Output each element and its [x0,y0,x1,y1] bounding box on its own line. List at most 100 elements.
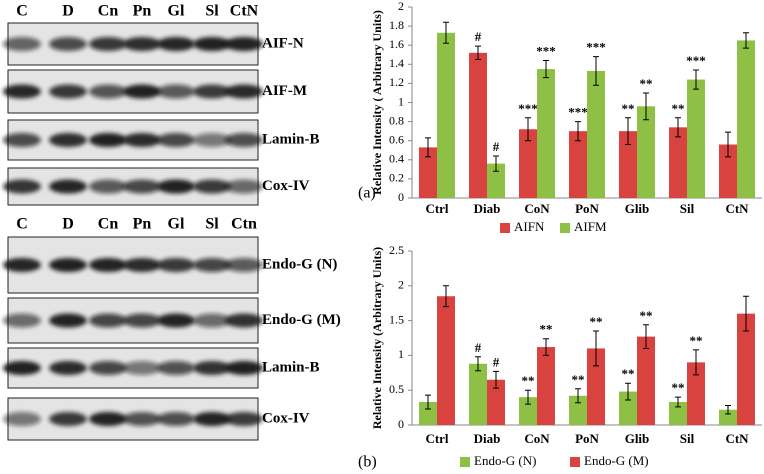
bar [437,296,455,425]
bar [469,52,487,199]
blot-band [193,361,231,375]
blot-band [89,361,127,375]
error-bar [493,155,499,172]
annotation: ** [540,322,553,337]
blot-band [89,84,127,99]
error-bar [543,59,549,79]
x-tick-label: CoN [524,201,550,216]
lane-label: C [16,3,28,20]
x-tick-label: Ctrl [425,201,448,216]
lane-label: Sl [205,3,219,20]
bar [569,131,587,198]
error-bar [675,117,681,138]
annotation: ** [622,101,635,116]
panel-label: (a) [358,185,376,202]
blot-band [123,133,161,147]
error-bar [443,21,449,44]
blot-band [123,37,161,51]
blot-label: Lamin-B [262,131,320,147]
annotation: ** [672,380,685,395]
annotation: ** [640,308,653,323]
blot-band [225,37,263,51]
blot-band [49,412,87,426]
annotation: # [475,29,482,44]
y-tick-label: 1 [398,347,404,361]
blot-label: AIF-M [262,83,307,99]
error-bar [625,117,631,146]
y-tick-label: 2 [398,278,404,292]
error-bar [743,32,749,49]
bar [737,313,755,425]
blot-band [49,133,87,147]
blot-band [225,179,263,194]
bar [619,131,637,198]
annotation: ** [590,314,603,329]
bar [519,397,537,425]
y-tick-label: 0.8 [389,113,404,127]
blot-band [49,361,87,375]
error-bar [443,285,449,308]
x-tick-label: CtN [725,201,749,216]
x-tick-label: Diab [474,431,501,446]
x-tick-label: Glib [625,201,650,216]
blot-band [193,313,231,328]
legend-label: AIFN [514,219,545,234]
blot-band [157,133,195,147]
y-tick-label: 1.8 [389,18,404,32]
annotation: *** [686,53,706,68]
legend-swatch [560,223,570,233]
blot-band [157,313,195,328]
blot-band [3,84,41,99]
bar [719,409,737,425]
bar [687,79,705,198]
annotation: # [493,354,500,369]
legend-label: Endo-G (N) [474,453,536,468]
error-bar [625,382,631,401]
blot-band [89,133,127,147]
y-tick-label: 0 [398,190,404,204]
blot-band [157,258,195,272]
blot-band [49,258,87,272]
blot-band [157,84,195,99]
blot-band [157,361,195,375]
blot-band [3,179,41,194]
lane-label: Ctn [231,216,257,233]
bar [669,127,687,198]
blot-band [123,258,161,272]
blot-band [193,84,231,99]
bar [569,395,587,425]
y-tick-label: 1.2 [389,75,404,89]
blot-label: Cox-IV [262,178,310,194]
legend-swatch [460,457,470,467]
lane-label: D [62,3,74,20]
blot-band [123,412,161,426]
error-bar [675,396,681,408]
annotation: ** [690,333,703,348]
y-tick-label: 0 [398,417,404,431]
annotation: ** [572,372,585,387]
error-bar [475,356,481,372]
x-tick-label: PoN [575,201,599,216]
lane-label: Cn [98,3,119,20]
annotation: *** [536,43,556,58]
error-bar [743,295,749,332]
bar [669,402,687,425]
lane-label: D [62,216,74,233]
lane-label: Cn [98,216,119,233]
error-bar [575,388,581,404]
blot-label: AIF-N [262,35,304,51]
bar [637,336,655,425]
blot-band [3,412,41,426]
error-bar [643,324,649,349]
x-tick-label: CoN [524,431,550,446]
blot-band [157,412,195,426]
y-tick-label: 1.6 [389,37,404,51]
bar [469,363,487,425]
lane-label: Gl [168,216,185,233]
y-tick-label: 2.5 [389,243,404,257]
blot-label: Endo-G (N) [262,256,337,272]
bar [437,32,455,198]
blot-band [123,313,161,328]
